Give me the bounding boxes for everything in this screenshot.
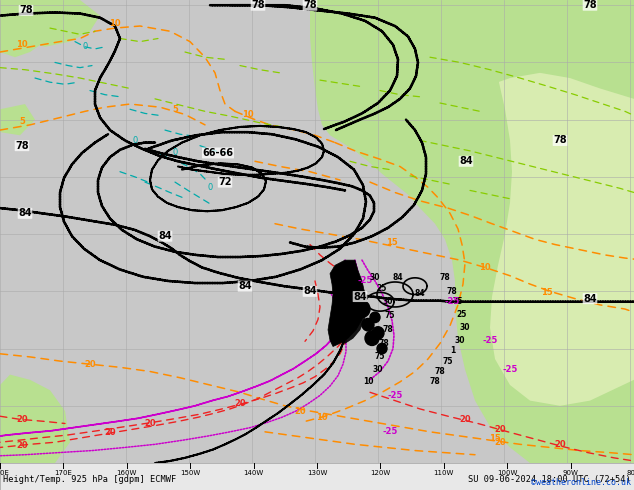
Circle shape [351, 277, 359, 285]
Circle shape [362, 318, 374, 331]
Text: 78: 78 [583, 0, 597, 10]
Text: 20: 20 [459, 415, 471, 424]
Text: 84: 84 [415, 289, 425, 298]
Circle shape [370, 312, 380, 322]
Polygon shape [328, 260, 365, 346]
Text: 20: 20 [234, 399, 246, 408]
Text: 20: 20 [104, 428, 116, 438]
Text: 84: 84 [303, 286, 317, 296]
Circle shape [355, 289, 365, 300]
Text: 20: 20 [16, 441, 28, 450]
Text: 90W: 90W [562, 470, 579, 476]
Text: 5: 5 [19, 117, 25, 126]
Text: 25: 25 [457, 310, 467, 319]
Text: 66-66: 66-66 [202, 148, 233, 158]
Text: 25: 25 [377, 284, 387, 293]
Text: 0: 0 [207, 183, 212, 192]
Polygon shape [400, 0, 634, 406]
Text: 78: 78 [435, 367, 445, 376]
Text: -25: -25 [502, 365, 518, 374]
Text: 110W: 110W [434, 470, 454, 476]
Text: 180E: 180E [0, 470, 9, 476]
Text: 78: 78 [383, 325, 393, 334]
Text: 78: 78 [439, 273, 450, 282]
Polygon shape [0, 104, 35, 135]
Text: 84: 84 [158, 231, 172, 241]
Text: 20: 20 [16, 415, 28, 424]
Text: 5: 5 [172, 105, 178, 114]
Text: 78: 78 [15, 141, 29, 151]
Text: 78: 78 [19, 5, 33, 15]
Text: 160W: 160W [117, 470, 137, 476]
Polygon shape [335, 278, 365, 343]
Text: 30: 30 [455, 336, 465, 345]
Text: 120W: 120W [370, 470, 391, 476]
Text: 0: 0 [82, 42, 87, 51]
Text: 20: 20 [144, 419, 156, 428]
Polygon shape [0, 374, 70, 463]
Text: 78: 78 [553, 135, 567, 146]
Text: -25: -25 [444, 297, 460, 306]
Text: 72: 72 [218, 177, 232, 187]
Text: 10: 10 [242, 110, 254, 119]
Text: 150W: 150W [180, 470, 200, 476]
Text: 84: 84 [238, 281, 252, 291]
Text: 78: 78 [430, 377, 441, 387]
Text: 78: 78 [446, 287, 457, 296]
Text: 84: 84 [459, 156, 473, 166]
Polygon shape [310, 0, 634, 463]
Polygon shape [0, 0, 60, 57]
Text: 80W: 80W [626, 470, 634, 476]
Polygon shape [0, 0, 100, 47]
Text: 30: 30 [370, 273, 380, 282]
Text: -25: -25 [482, 336, 498, 345]
Text: -25: -25 [382, 427, 398, 436]
Text: 84: 84 [583, 294, 597, 304]
Text: SU 09-06-2024 18:00 UTC (72+54): SU 09-06-2024 18:00 UTC (72+54) [469, 475, 631, 484]
Text: ©weatheronline.co.uk: ©weatheronline.co.uk [531, 478, 631, 487]
Text: 75: 75 [375, 352, 385, 362]
Text: -25: -25 [358, 276, 373, 286]
Text: 75: 75 [385, 311, 395, 320]
Text: 1: 1 [450, 346, 456, 355]
Text: 78: 78 [251, 0, 265, 10]
Text: 0: 0 [133, 136, 138, 145]
Text: -25: -25 [387, 391, 403, 400]
Text: 140W: 140W [243, 470, 264, 476]
Text: 0: 0 [172, 148, 178, 157]
Text: 84: 84 [18, 208, 32, 219]
Text: 130W: 130W [307, 470, 327, 476]
Text: 84: 84 [392, 273, 403, 282]
Text: 10: 10 [16, 40, 28, 49]
Text: 10: 10 [316, 413, 328, 422]
Text: 10: 10 [363, 377, 373, 387]
Text: 10: 10 [109, 20, 121, 28]
Text: 170E: 170E [55, 470, 72, 476]
Text: 20: 20 [294, 407, 306, 416]
Circle shape [354, 301, 370, 318]
Text: 10: 10 [479, 263, 491, 272]
Circle shape [365, 331, 379, 345]
Text: Height/Temp. 925 hPa [gdpm] ECMWF: Height/Temp. 925 hPa [gdpm] ECMWF [3, 475, 176, 484]
Text: 75: 75 [443, 357, 453, 366]
Circle shape [377, 343, 387, 354]
Text: 20: 20 [554, 440, 566, 449]
Text: 15: 15 [386, 238, 398, 247]
Text: 30: 30 [383, 297, 393, 306]
Text: 78: 78 [303, 0, 317, 10]
Circle shape [372, 327, 384, 339]
Text: 84: 84 [353, 292, 367, 301]
Text: 100W: 100W [497, 470, 517, 476]
Text: 20: 20 [494, 425, 506, 434]
Text: 78: 78 [378, 339, 389, 348]
Text: 15: 15 [541, 288, 553, 297]
Text: 30: 30 [373, 365, 383, 374]
Text: 15: 15 [489, 434, 501, 442]
Text: 20: 20 [494, 438, 506, 447]
Text: 20: 20 [84, 360, 96, 368]
Polygon shape [440, 0, 634, 99]
Text: 30: 30 [460, 323, 470, 332]
Text: 75: 75 [453, 297, 463, 306]
